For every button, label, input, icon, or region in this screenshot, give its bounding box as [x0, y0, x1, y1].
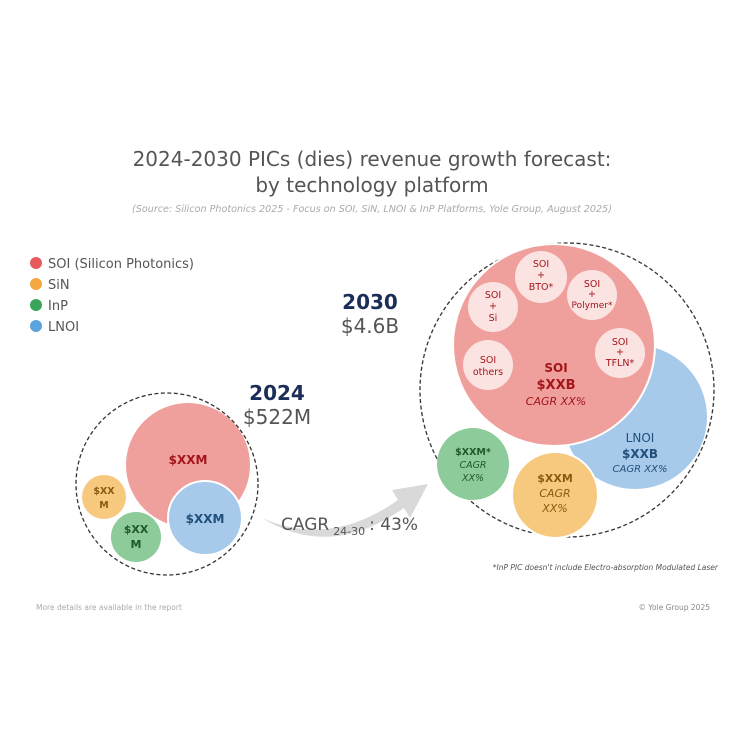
- bubbles-2024: $XXM $XXM $XX M $XX M 2024 $522M: [75, 381, 311, 576]
- label-2030-inp-3: XX%: [461, 473, 484, 484]
- label-2030-soi-1: SOI: [544, 361, 567, 375]
- sub-si-3: Si: [489, 313, 498, 324]
- label-2024-sin-2: M: [99, 500, 108, 511]
- subtitle: (Source: Silicon Photonics 2025 - Focus …: [132, 204, 612, 215]
- total-2024-outline: [75, 392, 259, 576]
- title-line2: by technology platform: [255, 173, 488, 197]
- label-2024-lnoi: $XXM: [186, 512, 225, 526]
- sub-si-1: SOI: [485, 290, 501, 301]
- sub-tfln-3: TFLN*: [605, 358, 635, 369]
- legend-label-sin: SiN: [48, 278, 70, 293]
- cagr-label: CAGR 24-30: 43%: [281, 515, 418, 538]
- sub-bto-3: BTO*: [529, 282, 554, 293]
- sub-soi-bto: [515, 251, 567, 303]
- label-2030-sin-2: CAGR: [539, 487, 570, 500]
- legend-dot-lnoi: [30, 320, 42, 332]
- legend: SOI (Silicon Photonics) SiN InP LNOI: [30, 257, 194, 335]
- sub-bto-2: +: [537, 270, 545, 281]
- label-2030-sin-1: $XXM: [537, 472, 573, 485]
- sub-soi-others: [463, 340, 513, 390]
- footer-left: More details are available in the report: [36, 603, 182, 612]
- sub-others-2: others: [473, 367, 503, 378]
- sub-polymer-3: Polymer*: [572, 301, 613, 311]
- sub-bto-1: SOI: [533, 259, 549, 270]
- label-2030-inp-2: CAGR: [459, 460, 486, 471]
- bubbles-2030: 2030 $4.6B SOI + BTO* SOI + Polymer* SOI…: [341, 242, 715, 539]
- bubble-2024-sin: [82, 475, 126, 519]
- label-2024-sin-1: $XX: [93, 486, 115, 497]
- sub-si-2: +: [489, 301, 497, 312]
- bubble-2024-inp: [111, 512, 161, 562]
- sub-soi-polymer: [567, 270, 617, 320]
- sub-polymer-2: +: [588, 289, 596, 300]
- label-2030-lnoi-3: CAGR XX%: [613, 464, 668, 475]
- footnote: *InP PIC doesn't include Electro-absorpt…: [493, 563, 719, 572]
- sub-polymer-1: SOI: [584, 279, 600, 290]
- bubble-2030-sin: [511, 451, 599, 539]
- bubble-2030-inp: [437, 428, 509, 500]
- sub-soi-tfln: [595, 328, 645, 378]
- legend-label-inp: InP: [48, 299, 68, 314]
- label-2030-lnoi-1: LNOI: [626, 431, 655, 445]
- label-2030-soi-2: $XXB: [537, 378, 576, 393]
- legend-dot-inp: [30, 299, 42, 311]
- label-2024-inp-2: M: [131, 538, 142, 551]
- label-2030-inp-1: $XXM*: [455, 447, 491, 458]
- label-2030-soi-3: CAGR XX%: [526, 395, 586, 408]
- legend-label-lnoi: LNOI: [48, 320, 79, 335]
- title-line1: 2024-2030 PICs (dies) revenue growth for…: [133, 147, 612, 171]
- legend-dot-soi: [30, 257, 42, 269]
- label-2030-lnoi-2: $XXB: [622, 447, 658, 461]
- label-2030-sin-3: XX%: [541, 502, 568, 515]
- legend-label-soi: SOI (Silicon Photonics): [48, 257, 194, 272]
- label-2024-soi: $XXM: [169, 453, 208, 467]
- sub-others-1: SOI: [480, 355, 496, 366]
- year-2030: 2030: [342, 290, 398, 314]
- sub-tfln-1: SOI: [612, 337, 628, 348]
- total-2030: $4.6B: [341, 314, 399, 338]
- label-2024-inp-1: $XX: [124, 523, 149, 536]
- soi-subsegments: SOI + BTO* SOI + Polymer* SOI + Si SOI o…: [463, 251, 645, 390]
- growth-arrow: [262, 484, 428, 537]
- year-2024: 2024: [249, 381, 305, 405]
- sub-tfln-2: +: [616, 347, 624, 358]
- footer-right: © Yole Group 2025: [639, 603, 711, 612]
- legend-dot-sin: [30, 278, 42, 290]
- total-2024: $522M: [243, 405, 311, 429]
- sub-soi-si: [468, 282, 518, 332]
- bubble-2024-lnoi: [167, 480, 243, 556]
